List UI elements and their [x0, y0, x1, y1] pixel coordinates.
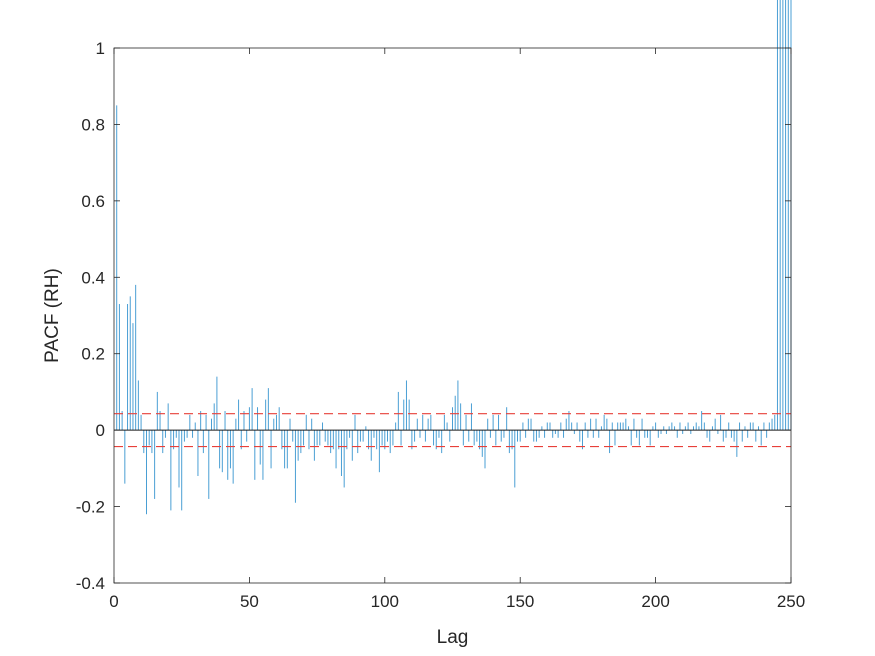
x-tick-label: 0 [109, 592, 118, 611]
plot-frame [113, 47, 792, 584]
x-axis-label: Lag [437, 627, 469, 648]
y-tick-label: 0 [96, 421, 105, 440]
confidence-bounds [114, 413, 791, 448]
y-tick-label: -0.4 [76, 574, 105, 593]
y-tick-label: 0.2 [81, 345, 105, 364]
x-tick-label: 200 [641, 592, 669, 611]
x-tick-label: 250 [777, 592, 805, 611]
x-axis-ticks: 0 50 100 150 200 250 [109, 48, 805, 611]
x-tick-label: 150 [506, 592, 534, 611]
stem-series [116, 0, 792, 515]
y-axis-ticks: -0.4 -0.2 0 0.2 0.4 0.6 0.8 1 [76, 39, 791, 593]
y-tick-label: -0.2 [76, 498, 105, 517]
y-tick-label: 0.8 [81, 115, 105, 134]
y-tick-label: 1 [96, 39, 105, 58]
y-axis-label: PACF (RH) [42, 268, 63, 363]
y-tick-label: 0.4 [81, 268, 105, 287]
x-tick-label: 50 [240, 592, 259, 611]
y-tick-label: 0.6 [81, 192, 105, 211]
x-tick-label: 100 [371, 592, 399, 611]
plot-background [114, 48, 791, 583]
